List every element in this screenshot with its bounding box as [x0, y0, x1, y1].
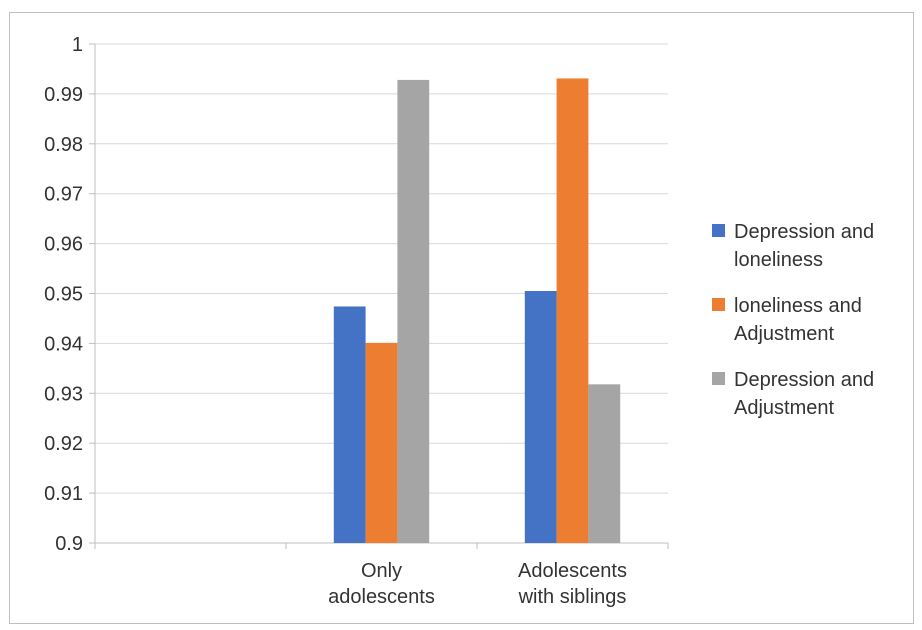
y-tick-label: 0.96: [44, 234, 83, 256]
bar: [524, 291, 557, 543]
y-tick-label: 0.97: [44, 184, 83, 206]
x-category-label: Only adolescents: [328, 560, 435, 608]
y-tick-label: 0.9: [55, 533, 83, 555]
bar: [365, 342, 398, 543]
x-category-label: Adolescents with siblings: [518, 560, 627, 608]
x-category-labels: Only adolescents Adolescents with siblings: [328, 560, 627, 608]
legend-label: Depression and loneliness: [734, 221, 874, 271]
bars: [333, 78, 621, 543]
legend-label: Depression and Adjustment: [734, 369, 874, 419]
bar: [588, 384, 621, 543]
legend-label: loneliness and Adjustment: [734, 295, 862, 345]
y-tick-labels: 0.9 0.91 0.92 0.93 0.94 0.95 0.96 0.97 0.98 0.99 1: [44, 34, 83, 555]
bar: [397, 79, 430, 543]
legend-swatch: [712, 224, 725, 237]
y-tick-label: 0.98: [44, 134, 83, 156]
y-tick-label: 1: [72, 34, 83, 56]
legend-swatch: [712, 298, 725, 311]
bar: [333, 306, 366, 543]
legend: Depression and loneliness loneliness and Ad…: [712, 221, 874, 419]
y-tick-label: 0.92: [44, 433, 83, 455]
y-tick-label: 0.95: [44, 284, 83, 306]
legend-swatch: [712, 372, 725, 385]
y-tick-label: 0.93: [44, 383, 83, 405]
y-tick-label: 0.94: [44, 333, 83, 355]
chart-frame: [9, 12, 914, 624]
y-tick-label: 0.99: [44, 84, 83, 106]
y-tick-label: 0.91: [44, 483, 83, 505]
bar: [556, 78, 589, 543]
